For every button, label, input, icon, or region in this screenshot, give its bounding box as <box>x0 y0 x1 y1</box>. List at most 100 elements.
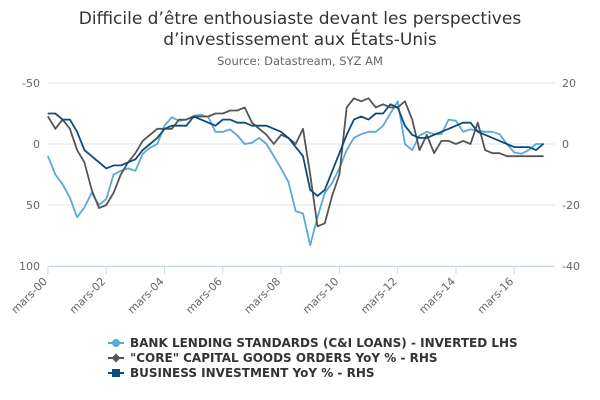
data-point <box>83 206 85 208</box>
data-point <box>316 225 319 227</box>
legend: BANK LENDING STANDARDS (C&I LOANS) - INV… <box>108 336 518 380</box>
data-point <box>222 112 224 115</box>
data-point <box>236 109 238 112</box>
data-point <box>171 125 173 127</box>
data-point <box>200 115 202 118</box>
right-tick-label: 0 <box>562 138 569 151</box>
data-point <box>440 140 442 142</box>
left-tick-label: 0 <box>33 138 40 151</box>
x-tick-label: mars-10 <box>300 275 341 316</box>
left-tick-label: 50 <box>26 199 40 212</box>
data-point <box>62 119 64 121</box>
data-point <box>535 149 537 151</box>
data-point <box>331 182 333 184</box>
legend-marker <box>112 369 120 377</box>
data-point <box>244 122 246 124</box>
grid-lines <box>48 82 555 267</box>
data-point <box>346 134 348 136</box>
data-point <box>302 155 304 157</box>
data-point <box>171 128 173 130</box>
data-point <box>491 131 493 133</box>
data-point <box>185 125 187 127</box>
data-point <box>280 131 282 133</box>
x-tick-label: mars-06 <box>183 275 224 316</box>
data-point <box>251 142 253 144</box>
data-point <box>105 167 107 169</box>
data-point <box>448 119 450 121</box>
x-tick-label: mars-16 <box>475 275 516 316</box>
chart-title-line-2: d’investissement aux États-Unis <box>163 28 437 50</box>
data-point <box>214 112 217 115</box>
x-tick-label: mars-08 <box>242 275 283 316</box>
data-point <box>76 131 78 133</box>
data-point <box>469 143 472 145</box>
data-point <box>200 114 202 116</box>
data-point <box>353 137 355 139</box>
data-point <box>236 134 238 137</box>
chart-subtitle: Source: Datastream, SYZ AM <box>217 54 383 68</box>
data-point <box>440 131 442 133</box>
data-point <box>455 143 457 145</box>
data-point <box>113 164 115 166</box>
data-point <box>433 152 435 154</box>
data-point <box>469 128 472 130</box>
data-point <box>331 195 333 197</box>
data-point <box>491 137 493 139</box>
data-point <box>309 189 311 191</box>
data-point <box>309 244 311 246</box>
data-point <box>295 210 297 212</box>
chart-title-line-1: Difficile d’être enthousiaste devant les… <box>79 9 522 29</box>
data-point <box>229 109 231 112</box>
data-point <box>426 131 428 133</box>
legend-item: "CORE" CAPITAL GOODS ORDERS YoY % - RHS <box>108 351 438 365</box>
right-tick-label: -20 <box>562 199 580 212</box>
data-point <box>331 170 333 172</box>
data-point <box>280 134 282 136</box>
series-3 <box>47 103 544 197</box>
data-point <box>54 128 56 130</box>
data-point <box>280 167 282 169</box>
data-point <box>47 112 49 115</box>
data-point <box>98 207 100 209</box>
data-point <box>287 181 289 183</box>
data-point <box>287 137 289 139</box>
data-point <box>324 222 326 224</box>
data-point <box>265 125 268 127</box>
x-tick-label: mars-14 <box>417 275 458 316</box>
data-point <box>134 152 136 154</box>
data-point <box>499 133 501 135</box>
data-point <box>382 112 384 115</box>
data-point <box>244 106 246 108</box>
data-point <box>207 122 209 124</box>
data-point <box>477 122 479 124</box>
data-point <box>258 128 260 130</box>
data-point <box>164 125 166 127</box>
data-point <box>178 125 180 127</box>
x-tick-label: mars-02 <box>67 275 108 316</box>
data-point <box>69 197 71 199</box>
data-point <box>528 155 530 157</box>
data-point <box>185 119 187 121</box>
data-point <box>404 100 406 102</box>
left-tick-label: -50 <box>22 77 40 90</box>
x-tick-label: mars-04 <box>125 275 166 316</box>
legend-item: BUSINESS INVESTMENT YoY % - RHS <box>108 366 375 380</box>
data-point <box>469 122 472 124</box>
data-point <box>491 152 493 154</box>
data-point <box>367 131 370 133</box>
data-point <box>542 143 544 145</box>
data-point <box>346 149 348 151</box>
data-point <box>156 137 158 139</box>
data-point <box>207 115 209 118</box>
data-point <box>375 112 377 115</box>
data-point <box>134 170 136 172</box>
left-tick-label: 100 <box>19 260 40 273</box>
data-point <box>484 149 486 151</box>
data-point <box>506 155 508 157</box>
data-point <box>47 155 49 157</box>
right-tick-label: -40 <box>562 260 580 273</box>
legend-item: BANK LENDING STANDARDS (C&I LOANS) - INV… <box>108 336 518 350</box>
right-tick-label: 20 <box>562 77 576 90</box>
data-point <box>397 100 399 102</box>
